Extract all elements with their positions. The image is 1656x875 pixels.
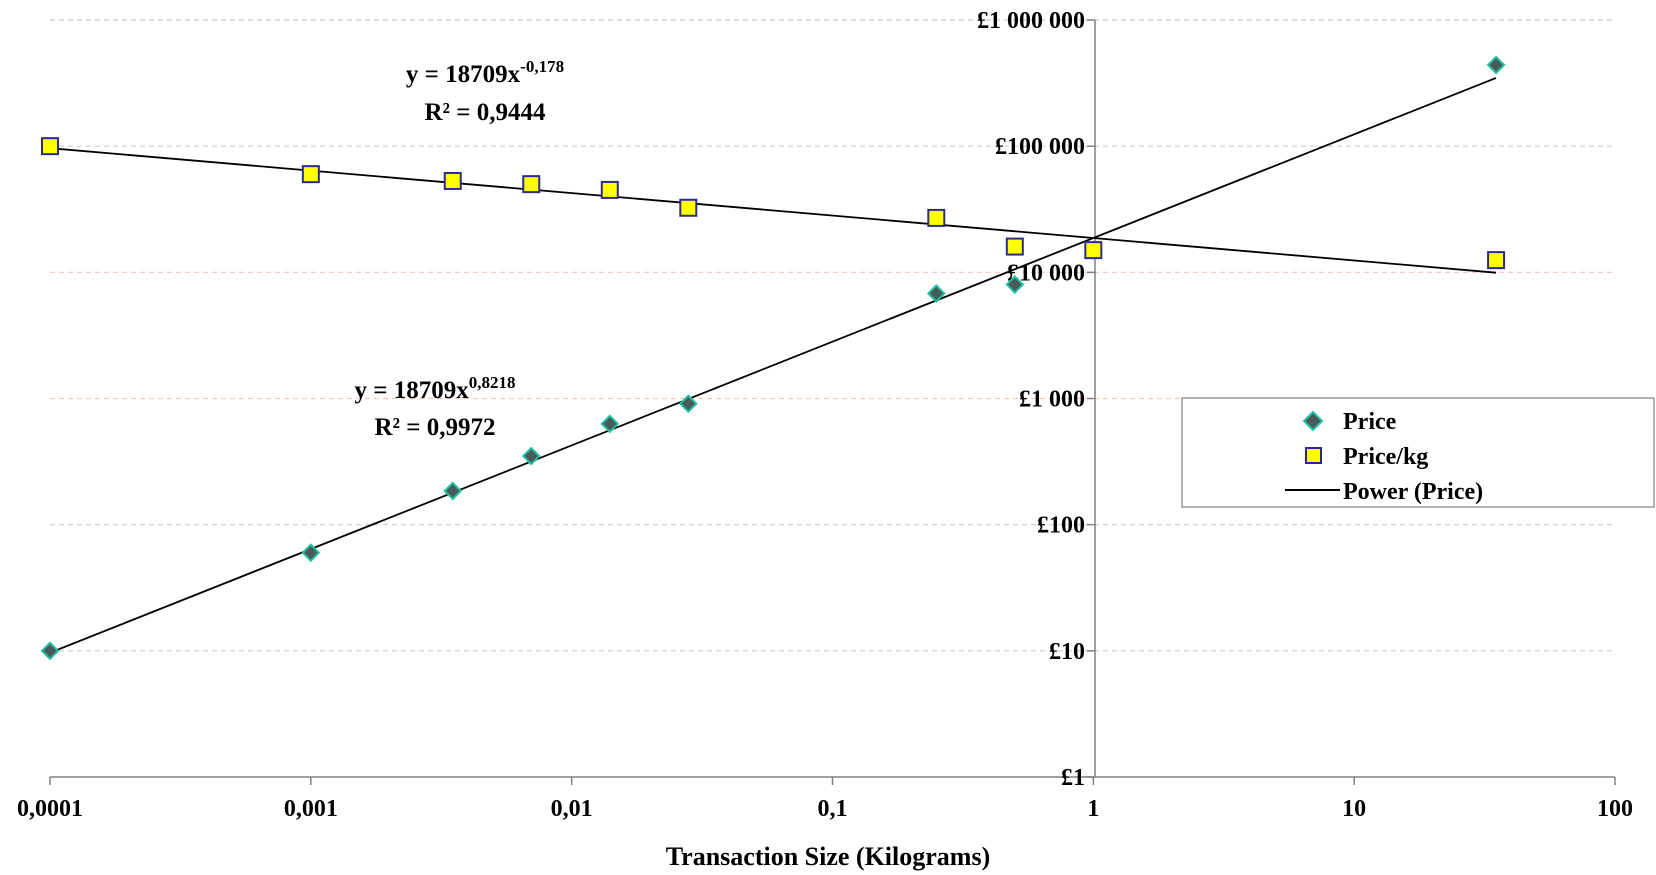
price-point xyxy=(600,414,620,434)
price-per-kg-point xyxy=(927,208,946,227)
trendline xyxy=(49,77,1497,654)
equation-price-exponent: 0,8218 xyxy=(469,373,516,392)
price-per-kg-point xyxy=(301,165,320,184)
r2-price: R² = 0,9972 xyxy=(374,414,495,441)
price-point xyxy=(1005,275,1025,294)
equation-price-per-kg: y = 18709x-0,178 R² = 0,9444 xyxy=(406,57,564,126)
price-point xyxy=(443,481,463,501)
data-points xyxy=(40,55,1506,661)
price-per-kg-point xyxy=(679,198,698,217)
svg-text:y = 18709x0,8218: y = 18709x0,8218 xyxy=(355,373,516,404)
x-tick-label: 0,0001 xyxy=(17,796,83,822)
y-tick-label: £1 000 xyxy=(1019,387,1085,413)
trendline xyxy=(49,147,1497,274)
x-tick-label: 100 xyxy=(1597,796,1633,822)
y-tick-label: £100 xyxy=(1037,513,1085,539)
tick-labels: 0,0001 0,001 0,01 0,1 1 10 100 £1 £10 £100 £1 000 £… xyxy=(17,8,1633,822)
legend-label-power-price: Power (Price) xyxy=(1343,479,1483,505)
price-per-kg-point xyxy=(522,175,541,194)
price-point xyxy=(678,394,698,414)
trendlines xyxy=(49,77,1497,654)
y-tick-label: £1 xyxy=(1061,765,1085,791)
price-point xyxy=(926,284,946,303)
equation-price-per-kg-base: y = 18709x xyxy=(406,61,521,88)
x-tick-label: 0,1 xyxy=(818,796,848,822)
y-tick-label: £100 000 xyxy=(995,134,1085,160)
price-point xyxy=(1486,55,1506,75)
x-axis-title: Transaction Size (Kilograms) xyxy=(666,842,990,871)
x-tick-label: 0,001 xyxy=(284,796,338,822)
legend-label-price-per-kg: Price/kg xyxy=(1343,444,1428,470)
y-tick-label: £1 000 000 xyxy=(977,8,1085,34)
price-per-kg-point xyxy=(1487,251,1506,270)
price-point xyxy=(521,446,541,466)
price-per-kg-point xyxy=(600,180,619,199)
legend: Price Price/kg Power (Price) xyxy=(1181,397,1655,508)
legend-label-price: Price xyxy=(1343,409,1397,435)
equation-price-per-kg-exponent: -0,178 xyxy=(520,57,564,76)
legend-entry-power-price: Power (Price) xyxy=(1285,479,1483,505)
y-tick-label: £10 xyxy=(1049,639,1085,665)
svg-text:y = 18709x-0,178: y = 18709x-0,178 xyxy=(406,57,564,88)
r2-price-per-kg: R² = 0,9444 xyxy=(424,99,546,126)
legend-box xyxy=(1181,397,1655,508)
grid-lines xyxy=(50,19,1615,652)
price-per-kg-point xyxy=(41,137,59,156)
price-per-kg-point xyxy=(1084,241,1103,260)
legend-entry-price-per-kg: Price/kg xyxy=(1305,444,1428,470)
price-per-kg-point xyxy=(1005,237,1024,256)
price-point xyxy=(301,543,321,563)
x-tick-label: 1 xyxy=(1087,796,1099,822)
legend-entry-price: Price xyxy=(1302,409,1397,435)
axes xyxy=(49,19,1616,785)
price-per-kg-point xyxy=(443,171,462,190)
legend-square-marker xyxy=(1305,447,1322,464)
equation-price: y = 18709x0,8218 R² = 0,9972 xyxy=(355,373,516,441)
x-tick-label: 0,01 xyxy=(551,796,593,822)
price-point xyxy=(40,641,60,661)
legend-diamond-marker xyxy=(1302,410,1324,432)
x-tick-label: 10 xyxy=(1342,796,1366,822)
equation-price-base: y = 18709x xyxy=(355,377,470,404)
